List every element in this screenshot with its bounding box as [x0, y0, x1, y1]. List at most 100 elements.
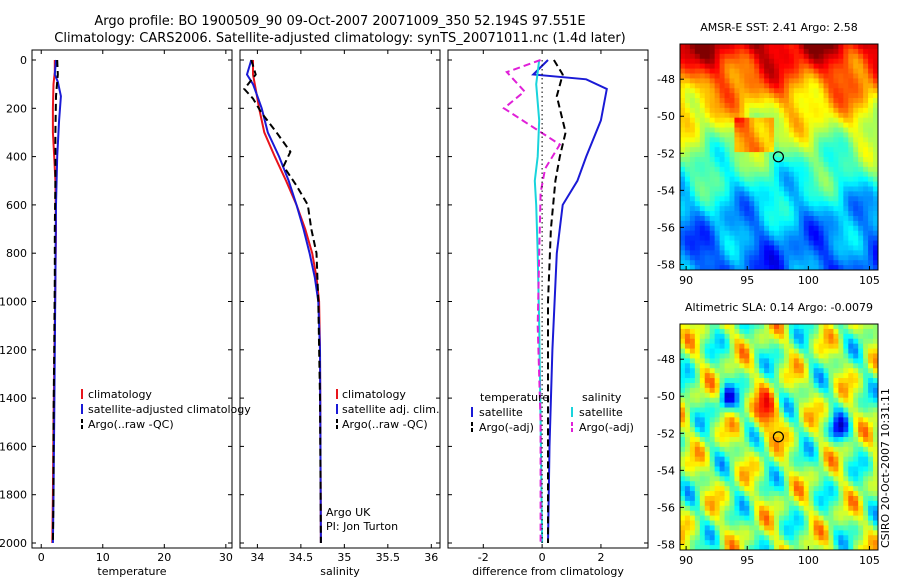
- heatmap-cell: [719, 186, 726, 192]
- series-line-3-2: [547, 59, 567, 543]
- heatmap-cell: [808, 48, 815, 55]
- heatmap-cell: [843, 186, 849, 192]
- heatmap-cell: [848, 265, 854, 271]
- heatmap-cell: [873, 535, 879, 541]
- heatmap-cell: [873, 147, 879, 153]
- heatmap-cell: [853, 466, 859, 472]
- heatmap-cell: [868, 225, 874, 232]
- heatmap-cell: [828, 358, 834, 364]
- heatmap-cell: [744, 58, 750, 65]
- heatmap-cell: [719, 142, 726, 148]
- heatmap-cell: [744, 417, 750, 423]
- heatmap-cell: [779, 245, 785, 251]
- heatmap-cell: [793, 417, 800, 423]
- heatmap-cell: [704, 211, 711, 217]
- heatmap-cell: [858, 368, 864, 374]
- heatmap-cell: [689, 255, 696, 261]
- x-tick-label: 100: [798, 274, 819, 287]
- heatmap-cell: [759, 535, 765, 541]
- heatmap-cell: [684, 137, 691, 143]
- heatmap-cell: [719, 466, 726, 472]
- heatmap-cell: [744, 171, 750, 178]
- heatmap-cell: [680, 196, 686, 202]
- heatmap-cell: [833, 161, 839, 168]
- heatmap-cell: [759, 186, 765, 192]
- heatmap-cell: [714, 373, 721, 379]
- heatmap-cell: [779, 461, 785, 467]
- heatmap-cell: [729, 171, 735, 178]
- heatmap-cell: [818, 147, 825, 153]
- heatmap-cell: [769, 137, 775, 143]
- heatmap-cell: [739, 343, 745, 350]
- heatmap-cell: [759, 73, 765, 79]
- heatmap-cell: [848, 363, 854, 369]
- heatmap-cell: [873, 387, 879, 394]
- heatmap-cell: [868, 171, 874, 178]
- heatmap-cell: [719, 206, 726, 212]
- heatmap-cell: [873, 137, 879, 143]
- heatmap-cell: [779, 520, 785, 526]
- heatmap-cell: [838, 171, 844, 178]
- heatmap-cell: [803, 407, 810, 413]
- heatmap-cell: [719, 166, 726, 173]
- heatmap-cell: [709, 44, 716, 50]
- heatmap-cell: [684, 191, 691, 197]
- heatmap-cell: [699, 343, 706, 350]
- heatmap-cell: [868, 491, 874, 497]
- heatmap-cell: [684, 387, 691, 394]
- heatmap-cell: [704, 451, 711, 458]
- heatmap-cell: [779, 127, 785, 133]
- heatmap-cell: [808, 338, 815, 345]
- heatmap-cell: [729, 476, 735, 482]
- heatmap-cell: [680, 407, 686, 413]
- heatmap-cell: [808, 348, 815, 354]
- heatmap-cell: [709, 265, 716, 271]
- heatmap-cell: [783, 338, 790, 345]
- heatmap-cell: [863, 220, 869, 227]
- heatmap-cell: [684, 102, 691, 109]
- heatmap-cell: [769, 230, 775, 237]
- heatmap-cell: [853, 446, 859, 453]
- y-tick-label: -50: [657, 110, 675, 123]
- heatmap-cell: [798, 348, 805, 354]
- heatmap-cell: [754, 161, 760, 168]
- heatmap-cell: [754, 98, 760, 104]
- heatmap-cell: [684, 166, 691, 173]
- heatmap-cell: [858, 63, 864, 70]
- heatmap-cell: [689, 215, 696, 222]
- heatmap-cell: [724, 397, 730, 404]
- heatmap-cell: [873, 378, 879, 384]
- heatmap-cell: [699, 245, 706, 251]
- heatmap-cell: [779, 456, 785, 463]
- heatmap-cell: [838, 240, 844, 246]
- heatmap-cell: [843, 500, 849, 507]
- heatmap-cell: [704, 166, 711, 173]
- heatmap-cell: [764, 417, 770, 423]
- heatmap-cell: [853, 117, 859, 124]
- heatmap-cell: [714, 476, 721, 482]
- heatmap-cell: [853, 432, 859, 438]
- heatmap-cell: [729, 102, 735, 109]
- heatmap-cell: [873, 73, 879, 79]
- heatmap-cell: [774, 171, 780, 178]
- heatmap-cell: [769, 373, 775, 379]
- heatmap-cell: [769, 196, 775, 202]
- heatmap-cell: [714, 535, 721, 541]
- heatmap-cell: [684, 206, 691, 212]
- heatmap-cell: [803, 328, 810, 335]
- heatmap-cell: [709, 181, 716, 187]
- heatmap-cell: [808, 402, 815, 409]
- heatmap-cell: [863, 107, 869, 114]
- heatmap-cell: [788, 535, 795, 541]
- heatmap-cell: [779, 500, 785, 507]
- heatmap-cell: [833, 348, 839, 354]
- heatmap-cell: [813, 481, 820, 487]
- heatmap-cell: [803, 378, 810, 384]
- heatmap-cell: [724, 215, 730, 222]
- heatmap-cell: [689, 348, 696, 354]
- heatmap-cell: [724, 250, 730, 256]
- heatmap-cell: [853, 471, 859, 477]
- argo-position-marker: [772, 151, 784, 163]
- heatmap-cell: [734, 540, 740, 546]
- heatmap-cell: [709, 535, 716, 541]
